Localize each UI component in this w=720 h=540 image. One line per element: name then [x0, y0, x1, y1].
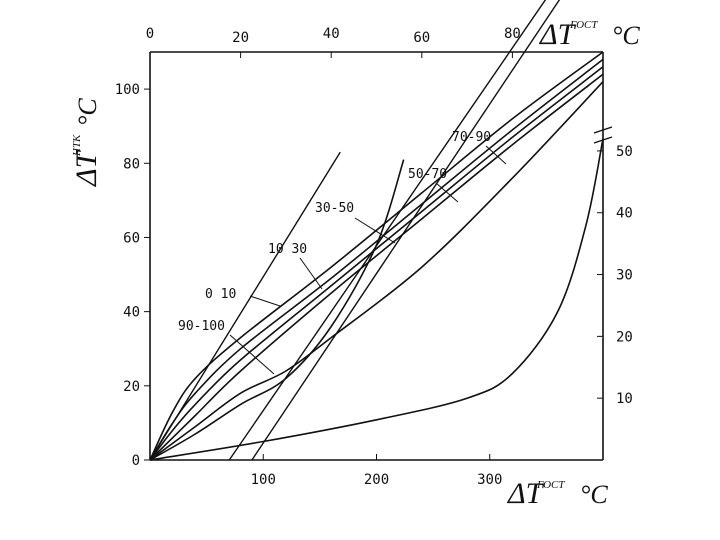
bottom-axis-unit: °C	[580, 480, 608, 509]
left-tick-label: 60	[123, 230, 140, 246]
bottom-tick-label: 200	[364, 472, 389, 488]
bottom-tick-label: 300	[477, 472, 502, 488]
left-tick-label: 20	[123, 379, 140, 395]
top-axis-symbol: ΔT	[539, 18, 577, 51]
series-30-50	[149, 66, 604, 461]
leader-10-30	[299, 257, 323, 290]
curve-label-10-30: 10 30	[268, 242, 307, 257]
leader-90-100	[229, 334, 275, 375]
top-tick-label: 80	[504, 26, 521, 42]
straight-line-0	[149, 151, 341, 461]
curve-label-30-50: 30-50	[315, 201, 354, 216]
right-tick-label: 40	[616, 206, 633, 222]
top-axis-unit: °C	[612, 21, 640, 50]
right-tick-label: 10	[616, 391, 633, 407]
right-tick-label: 30	[616, 268, 633, 284]
series-0-10	[149, 51, 604, 461]
curve-label-70-90: 70-90	[452, 130, 491, 145]
curve-label-90-100: 90-100	[178, 319, 225, 334]
series-90-100	[149, 159, 405, 461]
left-axis-superscript: НТК	[71, 134, 83, 157]
leader-30-50	[354, 217, 396, 244]
right-tick-label: 20	[616, 329, 633, 345]
top-axis-title: ΔT ГОСТ °C	[539, 18, 640, 51]
straight-line-1	[228, 0, 547, 461]
leader-0-10	[249, 295, 281, 307]
bottom-axis-symbol: ΔT	[507, 477, 545, 510]
left-axis-unit: °C	[73, 98, 102, 126]
bottom-axis-superscript: ГОСТ	[536, 479, 565, 491]
series-layer	[149, 0, 604, 461]
right-tick-label: 50	[616, 144, 633, 160]
curve-label-0-10: 0 10	[205, 287, 236, 302]
left-axis-title: ΔT НТК °C	[70, 98, 103, 187]
series-70-90	[149, 81, 604, 461]
leader-50-70	[435, 182, 459, 203]
left-tick-label: 80	[123, 156, 140, 172]
top-tick-label: 40	[323, 26, 340, 42]
top-axis-superscript: ГОСТ	[569, 19, 598, 31]
leader-70-90	[485, 145, 507, 165]
right-axis-break	[593, 126, 613, 134]
curve-label-50-70: 50-70	[408, 167, 447, 182]
left-tick-label: 40	[123, 305, 140, 321]
top-tick-label: 0	[146, 26, 154, 42]
left-tick-label: 100	[115, 82, 140, 98]
series-50-70	[149, 73, 604, 461]
left-tick-label: 0	[132, 453, 140, 469]
bottom-tick-label: 100	[251, 472, 276, 488]
series-bottom-right-curve	[149, 138, 604, 461]
left-axis-symbol: ΔT	[70, 149, 103, 187]
top-tick-label: 20	[232, 30, 249, 46]
curve-labels: 90-100 0 10 10 30 30-50 50-70 70-90	[178, 130, 507, 375]
straight-line-2	[251, 0, 561, 461]
top-tick-label: 60	[413, 30, 430, 46]
bottom-axis-title: ΔT ГОСТ °C	[507, 477, 608, 510]
tick-layer: 0 20 40 60 80 100 200 300 0 20 40 60 80 100 10 20 30 40 50	[115, 26, 633, 488]
